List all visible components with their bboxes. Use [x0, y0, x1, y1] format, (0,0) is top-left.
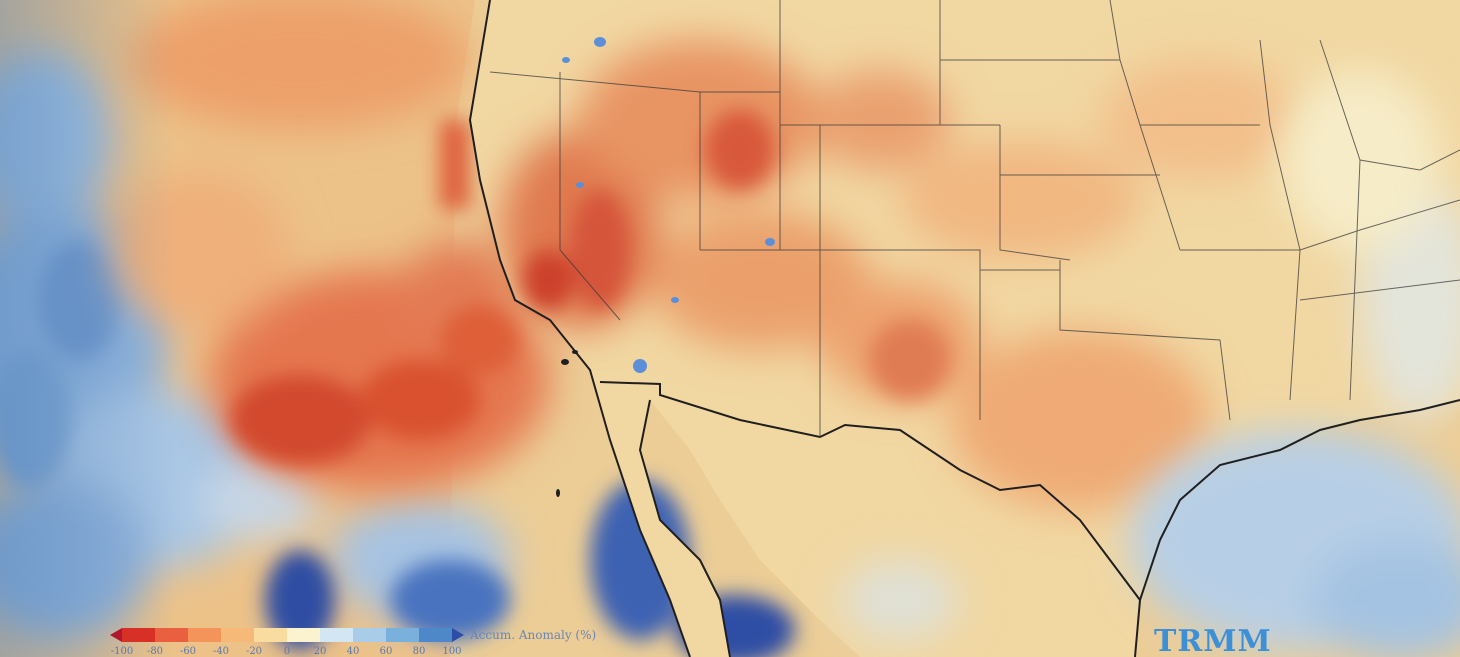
legend-arrow-left	[110, 628, 122, 642]
legend-color-bar	[122, 628, 452, 642]
legend-swatch	[287, 628, 320, 642]
legend-tick-label: -60	[179, 646, 197, 657]
legend-tick-label: -80	[146, 646, 164, 657]
us-mexico-border	[599, 381, 1141, 601]
islands	[556, 350, 578, 497]
legend-arrow-right	[452, 628, 464, 642]
legend-swatch	[320, 628, 353, 642]
legend-tick-label: 20	[313, 646, 327, 657]
legend-swatch	[353, 628, 386, 642]
legend-tick-label: -100	[110, 646, 134, 657]
state-borders	[489, 0, 1460, 437]
legend-swatch	[419, 628, 452, 642]
legend-swatch	[155, 628, 188, 642]
legend-tick-label: 80	[412, 646, 426, 657]
legend-swatch	[386, 628, 419, 642]
legend-tick-label: 60	[379, 646, 393, 657]
legend-tick-label: 100	[442, 646, 462, 657]
lakes	[562, 37, 775, 373]
trmm-logo: TRMM	[1154, 624, 1272, 657]
legend-tick-label: 0	[283, 646, 291, 657]
legend-swatch	[188, 628, 221, 642]
legend-tick-label: -20	[245, 646, 263, 657]
legend-swatch	[221, 628, 254, 642]
coastlines	[468, 0, 1460, 657]
legend-swatch	[254, 628, 287, 642]
legend-swatch	[122, 628, 155, 642]
legend-tick-label: -40	[212, 646, 230, 657]
legend-ticks: -100 -80 -60 -40 -20 0 20 40 60 80 100	[108, 646, 468, 657]
legend: Accum. Anomaly (%) -100 -80 -60 -40 -20 0 20 40…	[108, 624, 628, 657]
legend-tick-label: 40	[346, 646, 360, 657]
legend-title: Accum. Anomaly (%)	[470, 628, 597, 642]
